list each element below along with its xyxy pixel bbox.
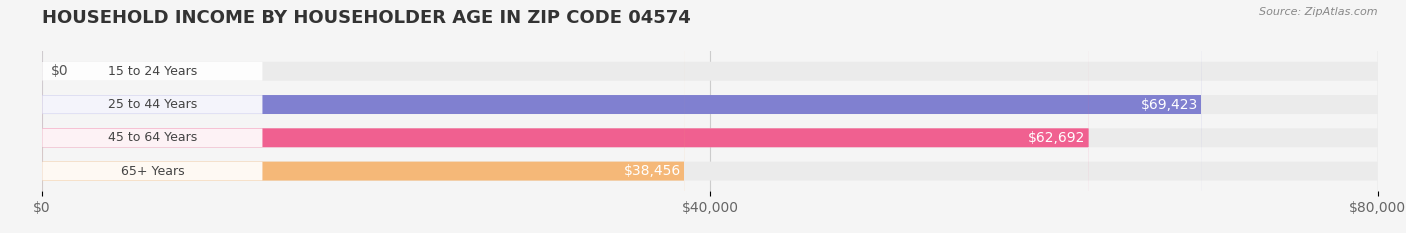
FancyBboxPatch shape <box>42 0 263 233</box>
FancyBboxPatch shape <box>42 0 263 233</box>
FancyBboxPatch shape <box>42 0 1378 233</box>
Text: $69,423: $69,423 <box>1140 98 1198 112</box>
Text: $62,692: $62,692 <box>1028 131 1085 145</box>
Text: $0: $0 <box>51 64 67 78</box>
Text: HOUSEHOLD INCOME BY HOUSEHOLDER AGE IN ZIP CODE 04574: HOUSEHOLD INCOME BY HOUSEHOLDER AGE IN Z… <box>42 9 690 27</box>
FancyBboxPatch shape <box>42 0 263 233</box>
FancyBboxPatch shape <box>42 0 1378 233</box>
FancyBboxPatch shape <box>42 0 1088 233</box>
Text: 15 to 24 Years: 15 to 24 Years <box>108 65 197 78</box>
Text: 65+ Years: 65+ Years <box>121 164 184 178</box>
Text: $38,456: $38,456 <box>624 164 681 178</box>
Text: 45 to 64 Years: 45 to 64 Years <box>108 131 197 144</box>
FancyBboxPatch shape <box>42 0 1378 233</box>
Text: 25 to 44 Years: 25 to 44 Years <box>108 98 197 111</box>
FancyBboxPatch shape <box>42 0 1201 233</box>
FancyBboxPatch shape <box>42 0 1378 233</box>
FancyBboxPatch shape <box>42 0 685 233</box>
Text: Source: ZipAtlas.com: Source: ZipAtlas.com <box>1260 7 1378 17</box>
FancyBboxPatch shape <box>42 0 263 233</box>
